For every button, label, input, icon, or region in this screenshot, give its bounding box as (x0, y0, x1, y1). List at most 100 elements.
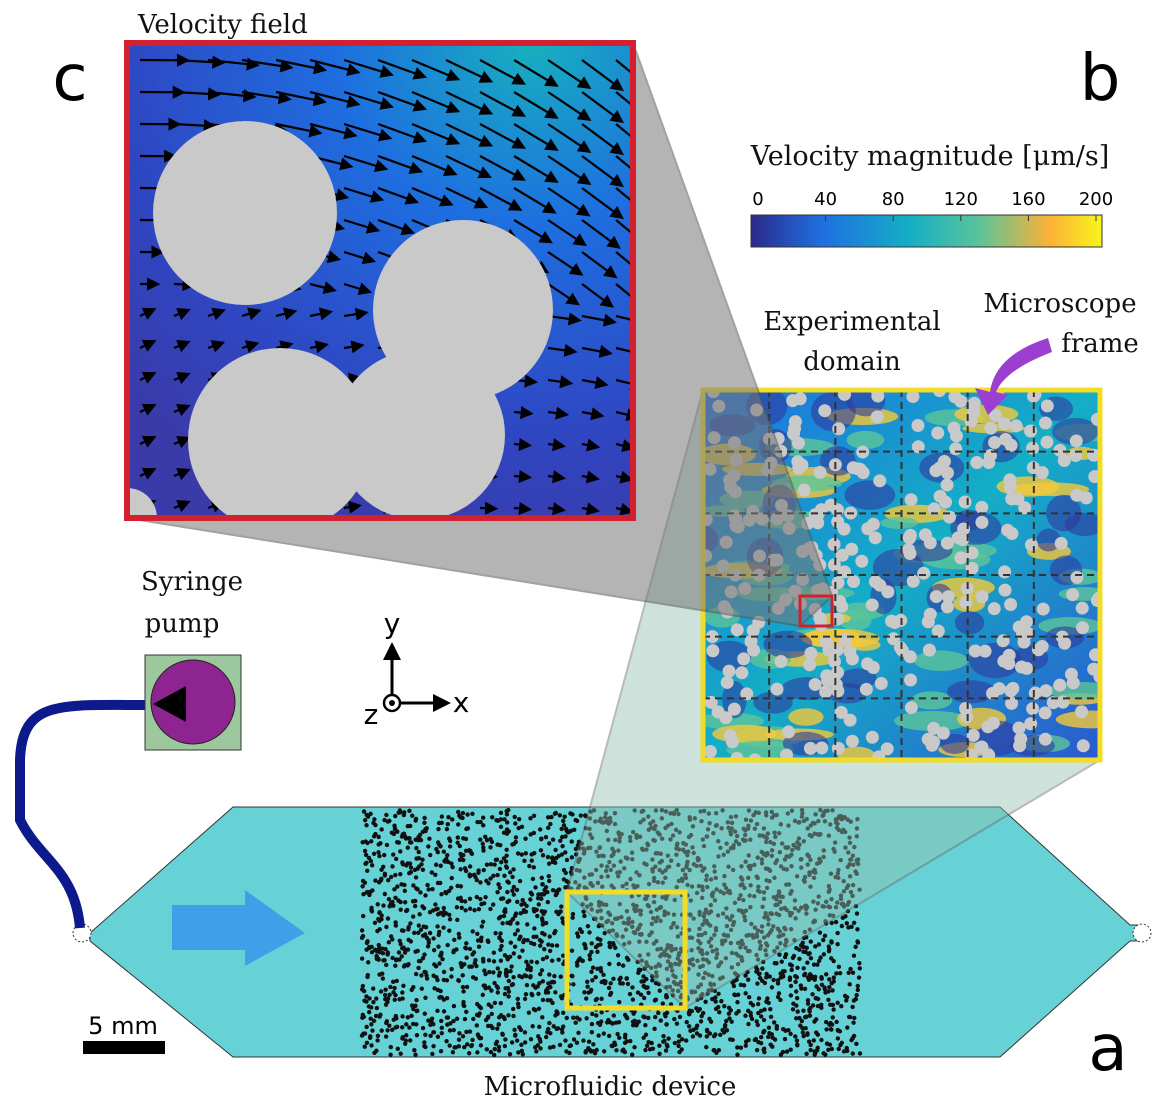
particle (468, 947, 472, 951)
particle (539, 892, 543, 896)
particle (491, 970, 495, 974)
particle (442, 998, 446, 1002)
particle (442, 910, 446, 914)
particle (510, 983, 514, 987)
particle (475, 1023, 479, 1027)
particle (610, 1021, 614, 1025)
particle (490, 1026, 494, 1030)
particle (493, 1047, 497, 1051)
particle (540, 931, 544, 935)
particle (553, 812, 557, 816)
particle (510, 1040, 514, 1044)
particle (595, 997, 599, 1001)
particle (779, 1053, 783, 1057)
particle (496, 986, 500, 990)
particle (538, 1039, 542, 1043)
particle (410, 814, 414, 818)
particle (364, 1025, 368, 1029)
particle (390, 864, 394, 868)
particle (714, 1051, 718, 1055)
particle (417, 850, 421, 854)
particle (360, 928, 364, 932)
particle (694, 1026, 698, 1030)
particle (364, 861, 368, 865)
particle (471, 929, 475, 933)
particle (479, 1043, 483, 1047)
particle (560, 916, 564, 920)
particle (835, 931, 839, 935)
particle (523, 1040, 527, 1044)
particle (423, 893, 427, 897)
particle (456, 835, 460, 839)
particle (541, 922, 545, 926)
particle (582, 990, 586, 994)
particle (377, 854, 381, 858)
particle (546, 942, 550, 946)
particle (532, 909, 536, 913)
particle (412, 931, 416, 935)
particle (490, 1012, 494, 1016)
particle (815, 1048, 819, 1052)
particle (661, 1034, 665, 1038)
grain (976, 590, 989, 603)
particle (498, 915, 502, 919)
grain (919, 528, 932, 541)
particle (387, 1023, 391, 1027)
particle (553, 861, 557, 865)
particle (475, 878, 479, 882)
particle (386, 950, 390, 954)
particle (461, 985, 465, 989)
particle (553, 848, 557, 852)
particle (504, 864, 508, 868)
grain (1024, 424, 1037, 437)
particle (794, 1003, 798, 1007)
particle (445, 978, 449, 982)
grain (1070, 434, 1083, 447)
particle (584, 1016, 588, 1020)
particle (382, 853, 386, 857)
particle (548, 934, 552, 938)
particle (546, 855, 550, 859)
particle (388, 1053, 392, 1057)
particle (399, 907, 403, 911)
particle (551, 837, 555, 841)
particle (632, 1045, 636, 1049)
particle (380, 1028, 384, 1032)
grain (818, 404, 831, 417)
particle (540, 876, 544, 880)
particle (515, 928, 519, 932)
particle (582, 914, 586, 918)
grain (1036, 640, 1049, 653)
particle (662, 1039, 666, 1043)
particle (677, 1039, 681, 1043)
particle (852, 1016, 856, 1020)
particle (505, 879, 509, 883)
particle (809, 939, 813, 943)
grain (1025, 538, 1038, 551)
grain (981, 720, 994, 733)
particle (664, 1022, 668, 1026)
particle (379, 989, 383, 993)
particle (371, 821, 375, 825)
particle (585, 980, 589, 984)
particle (479, 902, 483, 906)
particle (511, 867, 515, 871)
particle (735, 1000, 739, 1004)
colorbar (751, 215, 1102, 247)
particle (837, 965, 841, 969)
particle (816, 1033, 820, 1037)
particle (413, 904, 417, 908)
particle (373, 948, 377, 952)
particle (497, 1022, 501, 1026)
particle (524, 992, 528, 996)
particle (819, 1003, 823, 1007)
particle (672, 1017, 676, 1021)
particle (552, 974, 556, 978)
particle (407, 1025, 411, 1029)
particle (841, 916, 845, 920)
particle (561, 1011, 565, 1015)
particle (482, 868, 486, 872)
particle (485, 862, 489, 866)
particle (523, 973, 527, 977)
particle (448, 1021, 452, 1025)
